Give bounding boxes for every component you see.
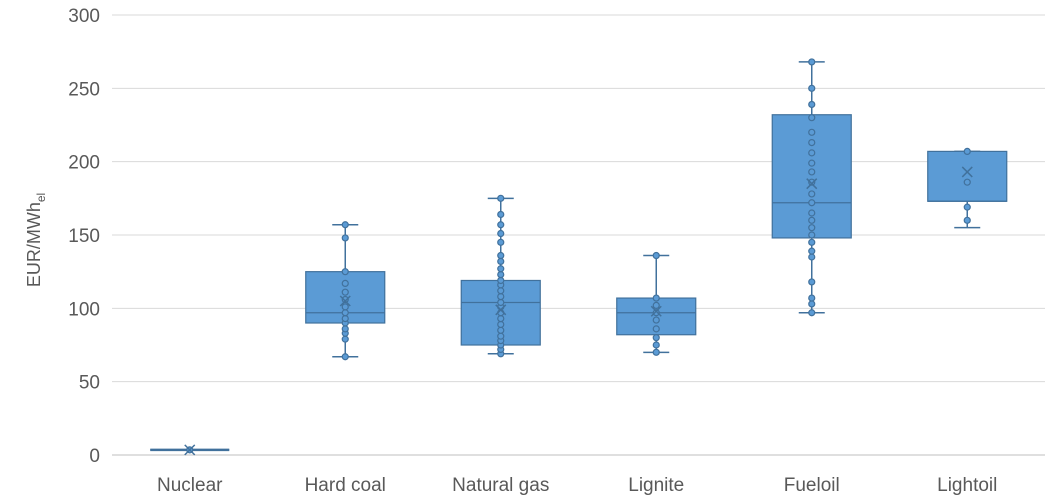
data-point bbox=[808, 300, 816, 308]
data-point bbox=[808, 278, 816, 286]
box-series bbox=[150, 58, 1008, 456]
box-fueloil bbox=[771, 58, 852, 317]
data-point bbox=[341, 325, 349, 333]
mean-marker bbox=[495, 304, 507, 316]
mean-marker bbox=[650, 305, 662, 317]
data-point bbox=[963, 216, 971, 224]
data-point bbox=[341, 268, 349, 276]
box-nuclear bbox=[150, 444, 230, 456]
data-point bbox=[497, 298, 505, 307]
data-point bbox=[341, 234, 349, 242]
data-point bbox=[497, 287, 505, 295]
y-axis-label: EUR/MWhel bbox=[24, 193, 48, 287]
data-point bbox=[497, 265, 505, 273]
data-point bbox=[652, 334, 660, 342]
data-point bbox=[497, 221, 505, 229]
data-point bbox=[808, 247, 816, 255]
data-point bbox=[497, 251, 505, 260]
data-point bbox=[341, 309, 349, 317]
data-point bbox=[497, 320, 505, 329]
data-point bbox=[963, 147, 971, 155]
data-point bbox=[808, 190, 816, 198]
y-axis-label-main: EUR/MWh bbox=[24, 202, 44, 287]
mean-marker bbox=[806, 178, 818, 190]
data-point bbox=[808, 128, 816, 136]
data-point bbox=[341, 279, 349, 287]
data-point bbox=[497, 271, 505, 279]
data-point bbox=[808, 224, 816, 232]
data-point bbox=[808, 139, 816, 147]
data-point bbox=[497, 238, 505, 246]
data-point bbox=[963, 203, 971, 211]
data-point bbox=[497, 257, 505, 265]
y-tick-label: 0 bbox=[89, 446, 100, 467]
data-point bbox=[808, 199, 816, 207]
data-point bbox=[808, 309, 816, 317]
data-point bbox=[497, 315, 505, 323]
data-point bbox=[808, 149, 816, 157]
y-axis-label-subscript: el bbox=[34, 193, 48, 202]
gridlines bbox=[112, 14, 1045, 456]
y-tick-label: 200 bbox=[68, 153, 100, 174]
y-axis-tick-labels: 0 50 100 150 200 250 300 bbox=[68, 6, 100, 467]
data-point bbox=[341, 303, 349, 311]
data-point bbox=[497, 194, 505, 202]
data-point bbox=[652, 301, 660, 309]
x-axis-tick-labels: Nuclear Hard coal Natural gas Lignite Fueloi… bbox=[157, 475, 997, 496]
mean-marker bbox=[339, 295, 351, 307]
data-point bbox=[808, 253, 816, 261]
data-point bbox=[497, 326, 505, 334]
data-point bbox=[652, 325, 660, 333]
box-hard-coal bbox=[305, 221, 386, 361]
box-lignite bbox=[616, 251, 697, 356]
data-point bbox=[808, 100, 816, 109]
data-point bbox=[808, 159, 816, 167]
data-point bbox=[497, 229, 505, 238]
mean-marker bbox=[184, 444, 196, 456]
mean-marker bbox=[961, 166, 973, 178]
data-point bbox=[652, 251, 660, 260]
x-tick-label: Nuclear bbox=[157, 475, 223, 496]
y-tick-label: 100 bbox=[68, 299, 100, 320]
x-tick-label: Natural gas bbox=[452, 475, 549, 496]
data-point bbox=[808, 294, 816, 302]
x-tick-label: Fueloil bbox=[784, 475, 840, 496]
data-point bbox=[808, 178, 816, 186]
x-tick-label: Lightoil bbox=[937, 475, 997, 496]
data-point bbox=[808, 168, 816, 176]
data-point bbox=[652, 348, 660, 356]
data-point bbox=[497, 293, 505, 301]
x-tick-label: Hard coal bbox=[305, 475, 386, 496]
data-point bbox=[497, 332, 505, 340]
y-tick-label: 300 bbox=[68, 6, 100, 27]
data-point bbox=[652, 316, 660, 324]
data-point bbox=[808, 238, 816, 246]
data-point bbox=[652, 294, 660, 302]
y-tick-label: 250 bbox=[68, 79, 100, 100]
data-point bbox=[808, 114, 816, 122]
data-point bbox=[341, 295, 349, 304]
y-tick-label: 150 bbox=[68, 226, 100, 247]
data-point bbox=[808, 58, 816, 66]
data-point bbox=[341, 288, 349, 296]
data-point bbox=[341, 335, 349, 343]
data-point bbox=[341, 315, 349, 323]
data-point bbox=[497, 210, 505, 219]
box-natural-gas bbox=[460, 194, 541, 358]
data-point bbox=[652, 309, 660, 317]
data-point bbox=[808, 231, 816, 239]
data-point bbox=[341, 221, 349, 229]
box-lightoil bbox=[927, 147, 1008, 229]
y-tick-label: 50 bbox=[79, 373, 100, 394]
data-point bbox=[497, 276, 505, 285]
data-point bbox=[808, 216, 816, 224]
x-tick-label: Lignite bbox=[628, 475, 684, 496]
data-point bbox=[341, 353, 349, 361]
data-point bbox=[808, 209, 816, 217]
data-point bbox=[808, 84, 816, 92]
data-point bbox=[652, 341, 660, 349]
box-iqr bbox=[927, 150, 1008, 202]
data-point bbox=[963, 178, 971, 186]
